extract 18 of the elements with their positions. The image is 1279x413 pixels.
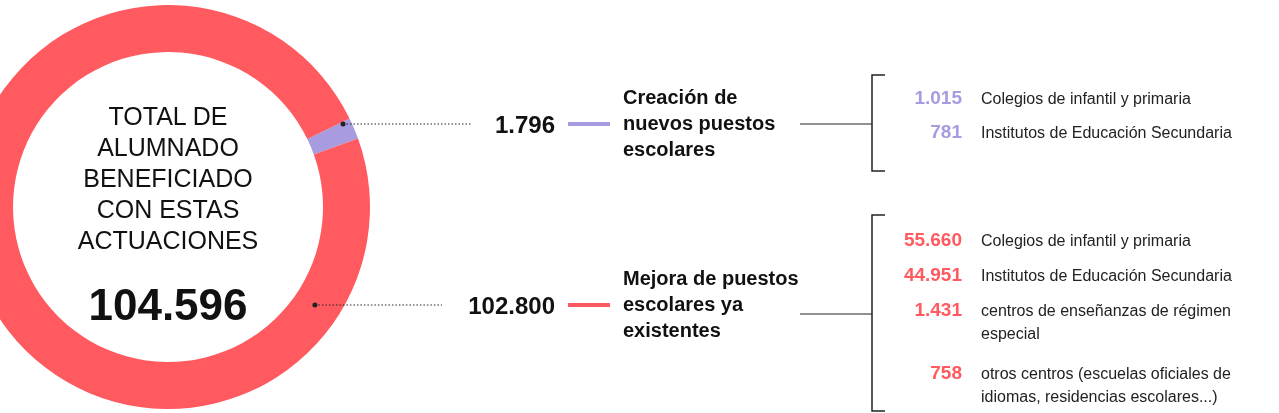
data-label: 1.796 bbox=[494, 111, 555, 138]
text: Colegios de infantil y primaria bbox=[981, 232, 1191, 249]
legend-label: Creación de nuevos puestos escolares bbox=[623, 86, 776, 160]
text: Institutos de Educación Secundaria bbox=[981, 124, 1232, 141]
text: 758 bbox=[930, 362, 962, 383]
text: Institutos de Educación Secundaria bbox=[981, 267, 1232, 284]
text: 55.660 bbox=[903, 229, 962, 250]
text: TOTAL DE ALUMNADO BENEFICIADO CON ESTAS ACTUACIONES bbox=[77, 102, 259, 254]
text: 1.431 bbox=[914, 299, 963, 320]
text: 1.015 bbox=[914, 87, 963, 108]
text: 104.596 bbox=[88, 280, 248, 329]
text: 44.951 bbox=[903, 264, 963, 285]
text: otros centros (escuelas oficiales de idiomas, residencias escolares...) bbox=[981, 365, 1231, 405]
text: centros de enseñanzas de régimen especial bbox=[981, 302, 1231, 342]
data-label: 102.800 bbox=[468, 292, 555, 319]
text: Colegios de infantil y primaria bbox=[981, 90, 1191, 107]
text: 781 bbox=[930, 121, 963, 142]
legend-label: Mejora de puestos escolares ya existentes bbox=[623, 267, 799, 341]
